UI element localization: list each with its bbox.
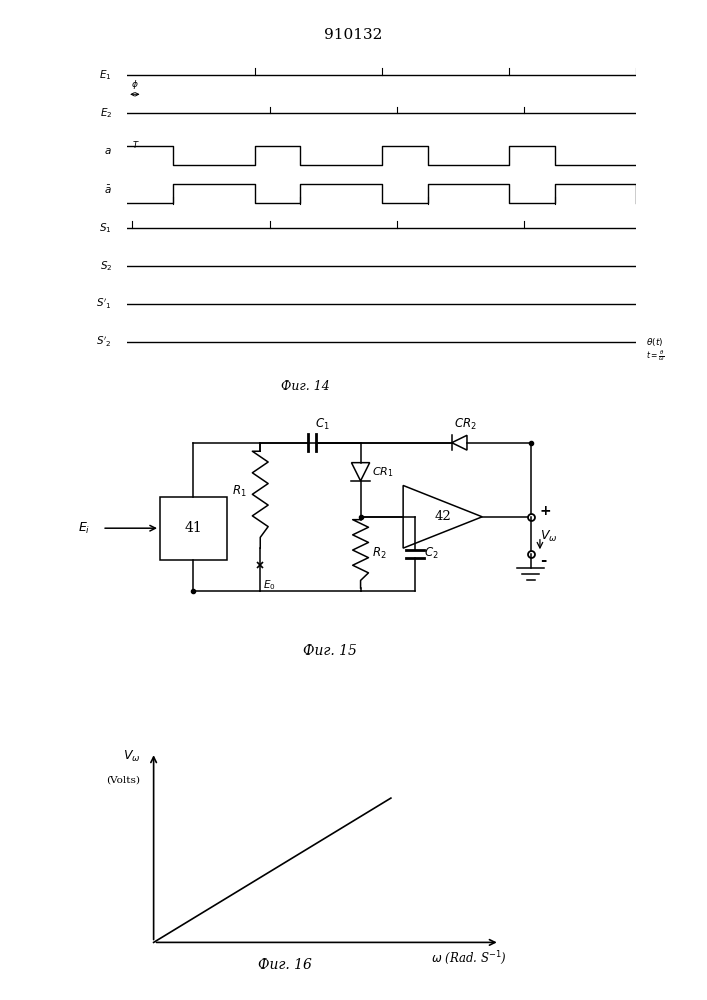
Text: $E_i$: $E_i$ <box>78 521 90 536</box>
Text: 910132: 910132 <box>325 28 382 42</box>
Text: $t=\frac{\theta}{\omega}$: $t=\frac{\theta}{\omega}$ <box>646 348 665 363</box>
Text: $E_1$: $E_1$ <box>100 68 112 82</box>
Bar <box>160 497 227 560</box>
Text: Фиг. 15: Фиг. 15 <box>303 644 357 658</box>
Text: $C_2$: $C_2$ <box>423 546 438 561</box>
Text: $CR_2$: $CR_2$ <box>454 417 477 432</box>
Text: -: - <box>540 553 547 568</box>
Text: $S'_1$: $S'_1$ <box>96 297 112 311</box>
Text: 42: 42 <box>434 510 451 523</box>
Text: $S'_2$: $S'_2$ <box>96 335 112 349</box>
Text: $\theta(t)$: $\theta(t)$ <box>646 336 664 348</box>
Text: $E_2$: $E_2$ <box>100 106 112 120</box>
Text: 41: 41 <box>185 521 202 535</box>
Text: $C_1$: $C_1$ <box>315 417 329 432</box>
Text: $S_2$: $S_2$ <box>100 259 112 273</box>
Text: $\bar{a}$: $\bar{a}$ <box>105 184 112 196</box>
Text: Фиг. 14: Фиг. 14 <box>281 380 329 393</box>
Text: $R_1$: $R_1$ <box>232 484 247 499</box>
Text: $CR_1$: $CR_1$ <box>371 465 393 479</box>
Text: $R_2$: $R_2$ <box>371 546 386 561</box>
Text: $S_1$: $S_1$ <box>100 221 112 235</box>
Text: $\phi$: $\phi$ <box>131 78 139 91</box>
Text: $a$: $a$ <box>105 146 112 156</box>
Text: +: + <box>540 504 551 518</box>
Text: $V_\omega$: $V_\omega$ <box>540 529 557 544</box>
Text: Фиг. 16: Фиг. 16 <box>259 958 312 972</box>
Text: $\omega$ (Rad. S$^{-1}$): $\omega$ (Rad. S$^{-1}$) <box>431 949 506 967</box>
Text: $V_\omega$: $V_\omega$ <box>123 749 141 764</box>
Text: $E_0$: $E_0$ <box>263 578 276 592</box>
Text: (Volts): (Volts) <box>107 775 141 784</box>
Text: $T$: $T$ <box>132 139 140 150</box>
